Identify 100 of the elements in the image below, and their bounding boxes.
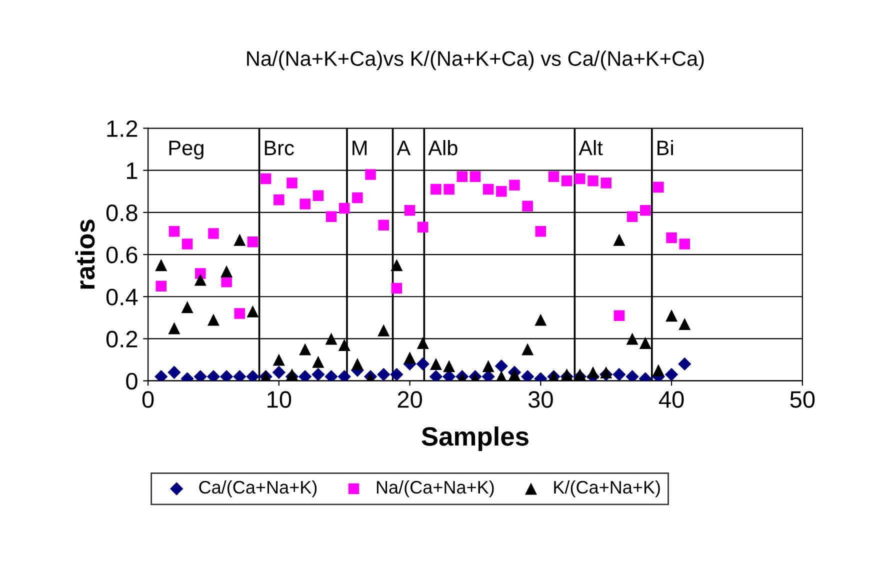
point (416, 336, 429, 349)
point (653, 182, 664, 193)
x-axis-title: Samples (422, 426, 528, 452)
point (286, 178, 298, 188)
legend-label: Ca/(Ca+Na+K) (199, 480, 317, 498)
point (666, 232, 677, 244)
x-tick-label: 10 (268, 391, 292, 408)
x-tick-label: 30 (528, 391, 553, 408)
point (391, 282, 402, 294)
point (260, 173, 272, 184)
point (194, 274, 206, 286)
point (561, 175, 572, 186)
point (639, 336, 652, 349)
point (181, 301, 194, 314)
point (168, 366, 181, 379)
point (430, 184, 442, 195)
point (168, 322, 180, 334)
point (652, 364, 664, 376)
ref-line-label: A (396, 140, 411, 156)
point (338, 202, 350, 214)
point (300, 198, 310, 210)
point (482, 360, 494, 372)
point (626, 332, 638, 345)
point (508, 368, 521, 381)
point (678, 318, 691, 330)
y-axis-title: ratios (75, 220, 95, 289)
point (338, 339, 350, 352)
point (430, 358, 442, 370)
y-tick-label: 0.8 (106, 204, 138, 222)
point (272, 366, 286, 379)
point (640, 204, 651, 216)
point (404, 204, 416, 216)
point (326, 211, 337, 222)
point (600, 178, 612, 188)
point (613, 234, 626, 246)
point (443, 360, 456, 372)
point (221, 276, 232, 288)
point (496, 186, 507, 197)
x-tick-label: 20 (398, 391, 422, 408)
point (612, 368, 626, 381)
point (207, 314, 220, 326)
legend-label: Na/(Ca+Na+K) (376, 480, 494, 498)
point (666, 310, 678, 322)
ref-line-label: Alt (578, 140, 603, 156)
ref-line-label: M (352, 140, 367, 156)
y-tick-label: 0.4 (106, 288, 138, 306)
y-tick-label: 1 (126, 162, 138, 179)
x-tick-label: 0 (142, 391, 154, 408)
point (312, 190, 324, 201)
point (588, 175, 598, 186)
point (679, 238, 690, 250)
point (678, 357, 692, 371)
point (626, 211, 638, 222)
point (535, 226, 546, 237)
legend-label: K/(Ca+Na+K) (554, 480, 660, 498)
point (365, 169, 376, 180)
point (664, 368, 678, 381)
point (208, 228, 219, 239)
point (325, 332, 338, 345)
point (351, 358, 364, 370)
point (470, 171, 481, 182)
point (312, 356, 324, 368)
point (378, 220, 389, 230)
ref-line-label: Alb (428, 140, 458, 156)
point (574, 173, 586, 184)
point (352, 192, 363, 204)
point (274, 194, 284, 206)
y-tick-label: 1.2 (107, 120, 138, 137)
point (155, 259, 168, 272)
y-tick-label: 0.2 (106, 330, 138, 348)
point (444, 184, 454, 195)
point (220, 265, 233, 278)
point (299, 343, 312, 356)
point (534, 314, 547, 326)
x-tick-label: 40 (658, 391, 684, 408)
point (168, 226, 180, 237)
y-tick-label: 0.6 (106, 246, 138, 264)
point (548, 171, 560, 182)
point (312, 368, 325, 381)
point (587, 366, 600, 378)
point (614, 310, 625, 321)
point (509, 180, 520, 190)
x-tick-label: 50 (790, 391, 815, 408)
point (416, 357, 430, 371)
point (390, 259, 403, 272)
point (234, 234, 246, 246)
point (272, 354, 285, 366)
point (247, 236, 258, 248)
annotation: Peg (169, 140, 204, 160)
point (234, 308, 246, 319)
point (156, 280, 167, 292)
point (404, 352, 416, 364)
point (600, 366, 612, 378)
chart-title: Na/(Na+K+Ca)vs K/(Na+K+Ca) vs Ca/(Na+K+Ca) (247, 50, 704, 70)
point (522, 343, 534, 356)
point (377, 368, 390, 381)
point (182, 238, 193, 250)
y-tick-label: 0 (126, 372, 138, 390)
point (482, 184, 494, 195)
ref-line-label: Bi (658, 140, 673, 156)
